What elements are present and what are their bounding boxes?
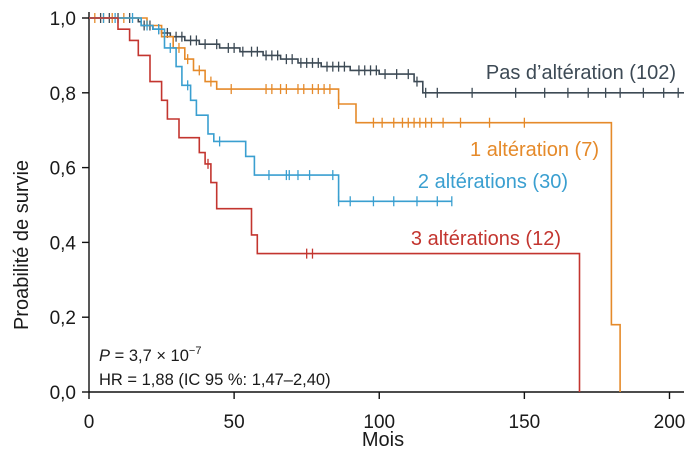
survival-curve-1-alteration-7	[89, 17, 621, 392]
series-label-1-alteration: 1 altération (7)	[470, 139, 599, 161]
x-tick-label: 100	[363, 412, 395, 433]
x-tick-label: 150	[509, 412, 541, 433]
y-tick-label: 0,8	[50, 84, 76, 105]
series-label-2-alterations: 2 altérations (30)	[418, 171, 568, 193]
y-axis: 0,0 0,2 0,4 0,6 0,8 1,0	[50, 9, 90, 404]
series-label-no-alteration: Pas d’altération (102)	[486, 62, 676, 84]
series-layer	[89, 13, 684, 392]
survival-curve-2-alterations-30	[89, 17, 452, 203]
y-tick-label: 0,2	[50, 308, 76, 329]
y-tick-label: 0,0	[50, 383, 76, 404]
x-axis: 0 50 100 150 200	[84, 391, 686, 433]
series-2-alterations-30	[89, 13, 453, 207]
series-3-alterations-12	[89, 17, 581, 392]
p-value-annotation: P = 3,7 × 10−7	[99, 345, 201, 365]
y-tick-label: 1,0	[50, 9, 76, 30]
y-tick-label: 0,4	[50, 233, 77, 254]
x-tick-label: 50	[224, 412, 245, 433]
y-tick-label: 0,6	[50, 159, 76, 180]
x-tick-label: 200	[654, 412, 686, 433]
p-value-text: = 3,7 × 10	[110, 347, 189, 365]
y-axis-label: Proabilité de survie	[11, 160, 33, 330]
p-value-prefix: P	[99, 347, 110, 365]
series-label-3-alterations: 3 altérations (12)	[411, 228, 561, 250]
p-value-exponent: −7	[189, 345, 202, 357]
x-axis-label: Mois	[362, 429, 404, 451]
hazard-ratio-annotation: HR = 1,88 (IC 95 %: 1,47–2,40)	[99, 371, 331, 389]
x-tick-label: 0	[84, 412, 95, 433]
survival-curve-3-alterations-12	[89, 17, 581, 392]
